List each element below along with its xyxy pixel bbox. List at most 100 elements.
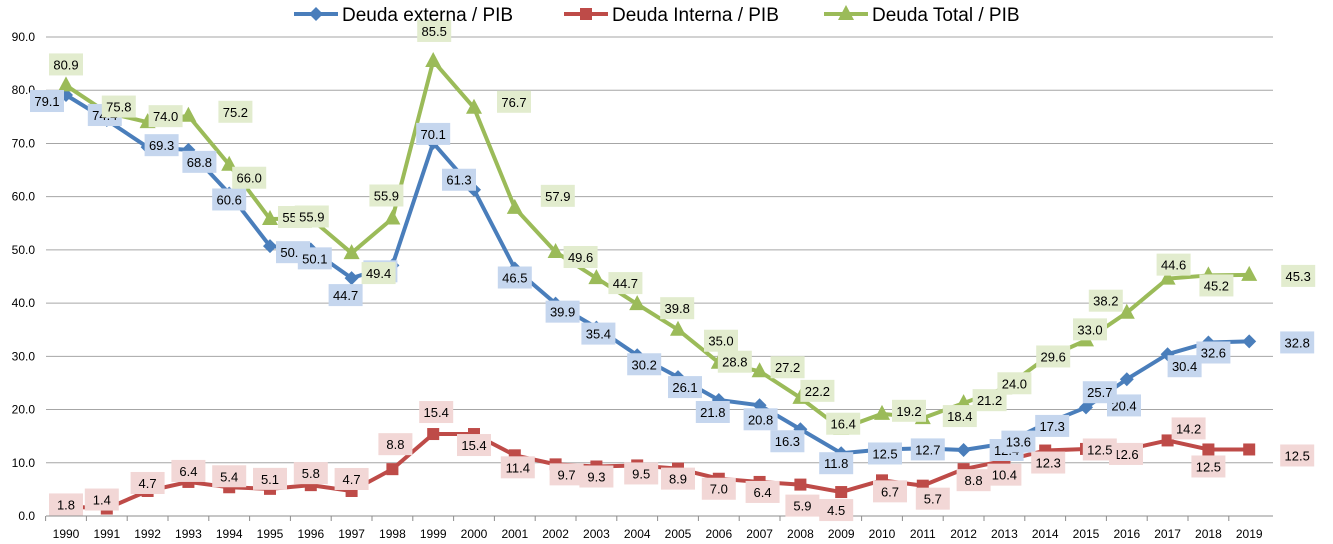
data-label-box	[1280, 444, 1315, 467]
data-label-box	[785, 494, 820, 517]
x-tick-label: 2010	[869, 527, 896, 541]
data-label-box	[1281, 264, 1316, 287]
data-label: 33.0	[1077, 322, 1102, 337]
x-tick-label: 2007	[746, 527, 773, 541]
data-label: 5.8	[302, 466, 320, 481]
x-tick-label: 2002	[542, 527, 569, 541]
data-label: 9.7	[558, 467, 576, 482]
data-label-box	[910, 438, 945, 461]
data-label: 61.3	[446, 173, 471, 188]
data-label: 30.4	[1172, 359, 1197, 374]
data-label-box	[1109, 442, 1143, 465]
data-label-box	[873, 480, 907, 503]
x-tick-label: 1997	[338, 527, 365, 541]
data-label: 24.0	[1002, 376, 1027, 391]
data-label-box	[361, 262, 396, 285]
series-line	[64, 93, 1252, 456]
data-label-box	[668, 376, 702, 399]
data-point	[547, 243, 564, 259]
data-label-box	[30, 90, 64, 113]
data-label-box	[745, 480, 780, 503]
y-tick-label: 50.0	[12, 243, 36, 257]
data-label: 14.2	[1176, 421, 1201, 436]
data-label: 26.1	[672, 380, 697, 395]
data-label: 68.8	[187, 155, 212, 170]
data-point	[58, 76, 74, 92]
data-label-box	[1156, 253, 1191, 276]
data-label-box	[819, 452, 854, 475]
data-label: 28.8	[722, 355, 747, 370]
data-point	[386, 463, 399, 476]
data-label: 12.5	[872, 446, 897, 461]
data-label-box	[144, 134, 179, 157]
data-point	[343, 244, 360, 260]
data-point	[1119, 372, 1134, 387]
gridlines	[46, 36, 1273, 517]
data-label: 16.3	[775, 434, 800, 449]
x-tick-label: 1990	[53, 527, 80, 541]
data-label: 39.8	[665, 301, 690, 316]
data-label-box	[148, 105, 183, 128]
data-label-box	[1082, 381, 1117, 404]
data-label-box	[563, 246, 598, 269]
data-label-box	[232, 166, 267, 189]
data-label-box	[369, 184, 404, 207]
data-label-box	[581, 322, 616, 345]
data-label: 9.5	[632, 466, 650, 481]
data-label-box	[608, 272, 643, 295]
data-label-box	[171, 459, 206, 482]
data-label-box	[717, 350, 752, 373]
data-label-box	[987, 463, 1022, 486]
data-point	[180, 106, 197, 122]
data-label: 15.4	[424, 405, 449, 420]
data-label-box	[704, 329, 738, 352]
data-label-box	[743, 408, 778, 431]
data-label-box	[770, 356, 805, 379]
data-label: 49.4	[366, 266, 391, 281]
y-tick-label: 70.0	[12, 136, 36, 150]
data-label: 75.8	[106, 100, 131, 115]
data-label: 6.4	[179, 464, 197, 479]
data-label: 12.3	[1036, 456, 1061, 471]
x-tick-label: 2017	[1154, 527, 1181, 541]
data-label-box	[442, 168, 476, 191]
data-label: 74.0	[153, 109, 178, 124]
data-label: 5.4	[220, 469, 238, 484]
data-label: 38.2	[1093, 294, 1118, 309]
x-tick-label: 2005	[665, 527, 692, 541]
data-label-box	[695, 400, 730, 423]
data-point	[629, 295, 646, 311]
data-label: 29.6	[1041, 349, 1066, 364]
data-label-box	[328, 284, 363, 307]
y-tick-label: 40.0	[12, 296, 36, 310]
data-label-box	[770, 430, 805, 453]
data-label-box	[1171, 417, 1206, 440]
data-point	[506, 198, 523, 214]
data-label-box	[1167, 355, 1202, 378]
data-label: 49.6	[568, 250, 593, 265]
data-label: 44.6	[1161, 258, 1186, 273]
data-label-box	[892, 399, 926, 422]
data-label: 9.3	[587, 470, 605, 485]
data-point	[384, 209, 401, 225]
data-label: 12.7	[915, 442, 940, 457]
x-tick-label: 1993	[175, 527, 202, 541]
data-label: 46.5	[502, 271, 527, 286]
data-label-box	[1199, 274, 1234, 297]
data-label-box	[540, 184, 575, 207]
data-label-box	[182, 150, 217, 173]
data-label: 18.4	[947, 409, 972, 424]
data-labels: 79.174.469.368.860.650.750.144.747.170.1…	[30, 19, 1316, 522]
data-label: 35.4	[586, 327, 611, 342]
legend-marker	[580, 8, 592, 20]
axes: 0.0 10.0 20.0 30.0 40.0 50.0 60.0 70.0 80.0 90.0 1…	[12, 30, 1263, 541]
data-label: 22.2	[805, 384, 830, 399]
y-tick-label: 0.0	[18, 509, 35, 523]
data-point	[794, 478, 807, 491]
data-label-box	[660, 297, 695, 320]
data-label: 13.6	[1006, 435, 1031, 450]
data-label: 75.2	[223, 105, 248, 120]
data-label-box	[253, 467, 287, 490]
x-tick-label: 2011	[910, 527, 936, 541]
